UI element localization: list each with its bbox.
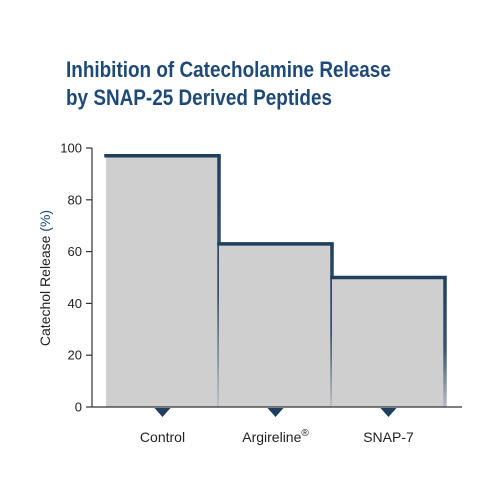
chart-title: Inhibition of Catecholamine Release by S… (66, 56, 391, 112)
category-marker-control (154, 408, 171, 417)
bar-snap-7 (332, 277, 445, 407)
chart-title-line-2: by SNAP-25 Derived Peptides (66, 85, 333, 110)
y-tick-label-40: 40 (68, 296, 82, 311)
y-axis-label-unit: (%) (37, 210, 53, 232)
y-ticks-group: 0 20 40 60 80 100 (60, 141, 92, 415)
y-axis-label: Catechol Release (%) (37, 210, 53, 346)
bar-argireline (219, 243, 332, 407)
category-label-control: Control (140, 429, 185, 445)
chart-title-line-1: Inhibition of Catecholamine Release (66, 57, 391, 82)
x-categories-group: Control Argireline® SNAP-7 (140, 408, 414, 445)
y-tick-label-0: 0 (75, 400, 82, 415)
category-label-argireline: Argireline® (242, 428, 309, 445)
y-tick-label-80: 80 (68, 192, 82, 207)
y-tick-label-60: 60 (68, 244, 82, 259)
category-marker-argireline (267, 408, 284, 417)
category-marker-snap-7 (380, 408, 397, 417)
y-tick-label-20: 20 (68, 348, 82, 363)
bars-group (104, 154, 447, 407)
bar-control (106, 155, 219, 407)
bar-right-edge-snap-7 (443, 277, 447, 407)
y-tick-label-100: 100 (60, 141, 82, 156)
axes-group (91, 148, 462, 408)
category-label-snap-7: SNAP-7 (363, 429, 414, 445)
y-axis-label-text: Catechol Release (37, 235, 53, 346)
